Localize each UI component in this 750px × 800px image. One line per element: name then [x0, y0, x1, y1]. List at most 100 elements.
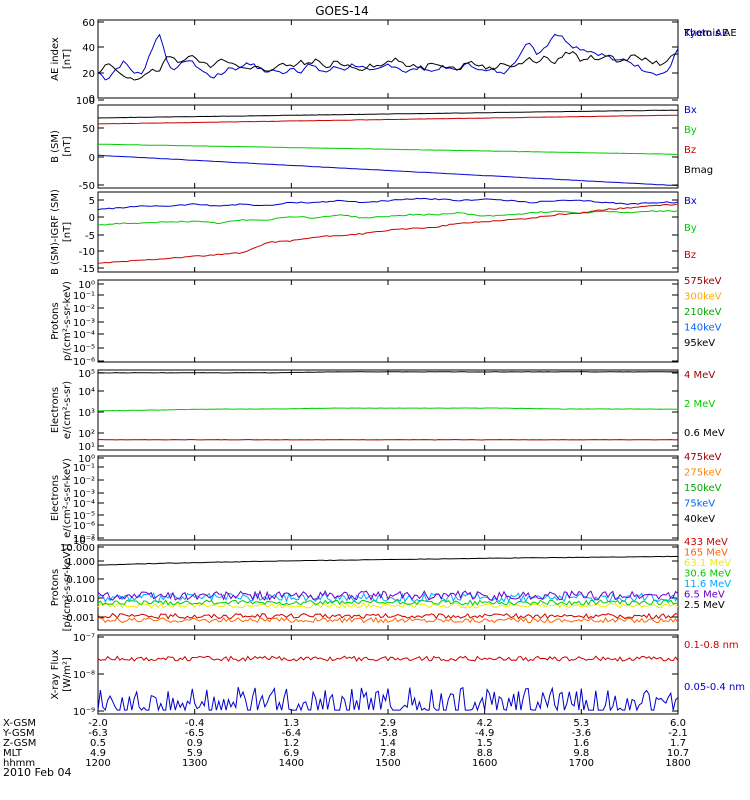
y-tick-label: 10⁻⁶ [73, 521, 95, 532]
y-tick-label: 10⁻⁷ [73, 534, 95, 545]
series-line [98, 143, 678, 155]
series-line [97, 602, 679, 609]
legend-label: 0.05-0.4 nm [684, 682, 745, 693]
ephemeris-row-label: X-GSM [3, 718, 36, 729]
y-axis-label: e/(cm²-s-sr-keV) [62, 458, 73, 538]
legend-label: Bz [684, 145, 696, 156]
y-tick-label: 0.100 [66, 575, 95, 586]
legend-label: By [684, 223, 697, 234]
ephemeris-value: -3.6 [572, 728, 592, 739]
y-tick-label: 0.001 [66, 613, 95, 624]
ephemeris-value: 1.3 [283, 718, 299, 729]
legend-label: Bx [684, 196, 697, 207]
y-tick-label: 10⁻² [73, 304, 95, 315]
ephemeris-value: -6.4 [282, 728, 302, 739]
y-tick-label: 10⁻⁴ [73, 499, 95, 510]
series-line [97, 109, 678, 119]
series-line [97, 655, 679, 663]
legend-label: 210keV [684, 307, 722, 318]
ephemeris-value: -2.1 [668, 728, 688, 739]
y-axis-label: [nT] [62, 49, 73, 69]
y-tick-label: -15 [79, 264, 95, 275]
ephemeris-value: 1.7 [670, 738, 686, 749]
y-tick-label: -50 [79, 181, 95, 192]
y-tick-label: 5 [89, 196, 95, 207]
y-axis-label: e/(cm²-s-sr) [62, 381, 73, 439]
legend-label: Bx [684, 105, 697, 116]
y-tick-label: 0.010 [66, 594, 95, 605]
panel-frame [97, 455, 679, 541]
y-tick-label: 10⁻⁸ [73, 536, 95, 547]
ephemeris-value: 1300 [182, 758, 207, 769]
legend-label: 165 MeV [684, 548, 728, 559]
legend-label: 300keV [684, 292, 722, 303]
ephemeris-value: 1.2 [283, 738, 299, 749]
legend-label: 30.6 MeV [684, 569, 731, 580]
legend-label: 2 MeV [684, 399, 715, 410]
ephemeris-value: 1700 [569, 758, 594, 769]
legend-label: 4 MeV [684, 370, 715, 381]
series-line [97, 589, 679, 602]
y-axis-label: X-ray Flux [50, 649, 61, 699]
ephemeris-value: 1800 [665, 758, 690, 769]
legend-label: 2.5 MeV [684, 600, 725, 611]
panel-frame [97, 634, 679, 715]
ephemeris-value: 1.6 [573, 738, 589, 749]
ephemeris-value: 1500 [375, 758, 400, 769]
ephemeris-value: 1.4 [380, 738, 396, 749]
ephemeris-value: -0.4 [185, 718, 205, 729]
ephemeris-row-label: hhmm [3, 758, 35, 769]
series-line [97, 154, 679, 187]
y-tick-label: 1.000 [66, 557, 95, 568]
legend-label: Bz [684, 250, 696, 261]
ephemeris-value: 7.8 [380, 748, 396, 759]
series-line [97, 599, 678, 606]
ephemeris-value: 1200 [85, 758, 110, 769]
legend-label: 433 MeV [684, 537, 728, 548]
y-tick-label: 10⁻⁵ [73, 344, 95, 355]
legend-label: 11.6 MeV [684, 579, 731, 590]
legend-label: 95keV [684, 338, 715, 349]
ephemeris-value: 2.9 [380, 718, 396, 729]
ephemeris-value: 8.8 [477, 748, 493, 759]
y-tick-label: 10⁰ [78, 280, 95, 291]
y-tick-label: 10⁴ [78, 387, 95, 398]
ephemeris-value: 5.3 [573, 718, 589, 729]
y-tick-label: 100 [76, 96, 95, 107]
legend-label: 63.1 MeV [684, 558, 731, 569]
legend-label: 6.5 MeV [684, 590, 725, 601]
series-line [97, 203, 679, 264]
series-line [97, 686, 679, 712]
legend-label: 150keV [684, 483, 722, 494]
y-tick-label: -10 [79, 247, 95, 258]
legend-label: 75keV [684, 499, 715, 510]
ephemeris-value: 6.0 [670, 718, 686, 729]
y-tick-label: 10⁻² [73, 476, 95, 487]
y-tick-label: 50 [82, 124, 95, 135]
series-line [97, 371, 678, 374]
y-tick-label: 10⁻¹ [73, 463, 95, 474]
y-tick-label: 10⁻³ [73, 489, 95, 500]
y-axis-label: Electrons [50, 475, 61, 521]
y-tick-label: 10⁻³ [73, 318, 95, 329]
legend-label: By [684, 125, 697, 136]
y-axis-label: Protons [50, 302, 61, 339]
figure-title: GOES-14 [315, 4, 369, 18]
date-label: 2010 Feb 04 [3, 766, 71, 779]
ephemeris-value: 1400 [279, 758, 304, 769]
panel-7: 10.000 1.000 0.100 0.010 0.001 Protons [p/(cm²… [50, 537, 731, 631]
y-tick-label: 0 [89, 213, 95, 224]
series-line [97, 612, 679, 620]
legend-label: 475keV [684, 452, 722, 463]
panel-frame [97, 191, 679, 273]
ephemeris-value: -6.3 [88, 728, 108, 739]
y-axis-label: [nT] [62, 222, 73, 242]
ephemeris-value: 1600 [472, 758, 497, 769]
ephemeris-value: 5.9 [187, 748, 203, 759]
y-tick-label: 10.000 [60, 543, 95, 554]
panel-2: -50 0 50 100 B (SM) [nT] Bx By Bz Bmag [50, 96, 713, 192]
